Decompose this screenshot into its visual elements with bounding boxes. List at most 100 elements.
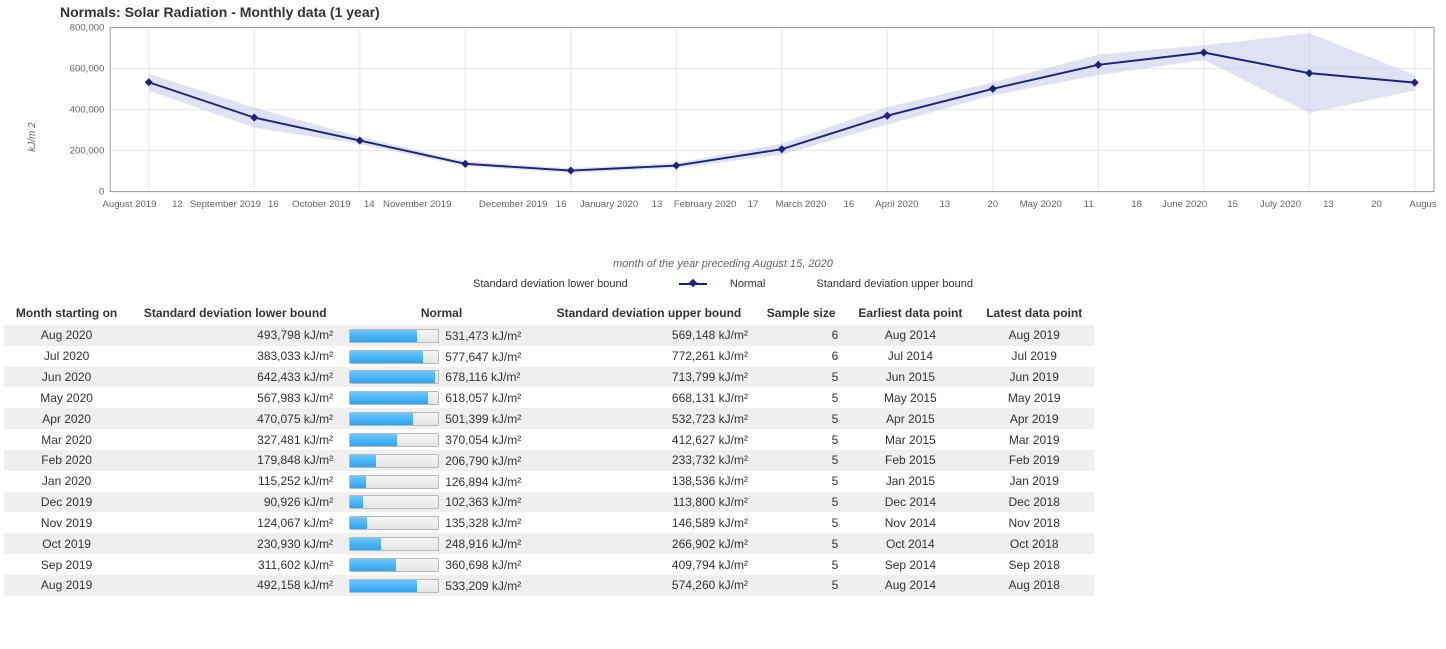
col-latest: Latest data point [974, 302, 1094, 325]
cell-earliest: Aug 2014 [846, 325, 974, 346]
cell-earliest: Feb 2015 [846, 450, 974, 471]
cell-latest: Jan 2019 [974, 471, 1094, 492]
cell-normal: 531,473 kJ/m² [341, 325, 542, 346]
svg-text:13: 13 [652, 199, 663, 210]
svg-text:800,000: 800,000 [70, 22, 105, 33]
cell-normal: 102,363 kJ/m² [341, 492, 542, 513]
normal-value-label: 678,116 kJ/m² [445, 370, 520, 384]
cell-latest: Apr 2019 [974, 408, 1094, 429]
svg-text:15: 15 [1227, 199, 1238, 210]
col-month: Month starting on [4, 302, 129, 325]
table-row: Aug 2020493,798 kJ/m²531,473 kJ/m²569,14… [4, 325, 1094, 346]
normal-bar [349, 433, 439, 447]
cell-sample-size: 5 [756, 429, 846, 450]
col-earliest: Earliest data point [846, 302, 974, 325]
cell-month: May 2020 [4, 387, 129, 408]
cell-lower: 124,067 kJ/m² [129, 512, 341, 533]
normal-value-label: 618,057 kJ/m² [445, 391, 521, 405]
col-sample: Sample size [756, 302, 846, 325]
table-row: Aug 2019492,158 kJ/m² 533,209 kJ/m² 574,26… [4, 575, 1094, 596]
normal-bar [349, 412, 439, 426]
cell-lower: 383,033 kJ/m² [129, 346, 341, 367]
cell-lower: 493,798 kJ/m² [129, 325, 341, 346]
cell-month: Nov 2019 [4, 512, 129, 533]
svg-text:16: 16 [268, 199, 279, 210]
table-row: Apr 2020470,075 kJ/m²501,399 kJ/m²532,72… [4, 408, 1094, 429]
table-row: May 2020567,983 kJ/m²618,057 kJ/m²668,13… [4, 387, 1094, 408]
cell-upper: 233,732 kJ/m² [542, 450, 756, 471]
normal-bar [349, 350, 439, 364]
cell-normal: 135,328 kJ/m² [341, 512, 542, 533]
cell-upper: 574,260 kJ/m² [542, 575, 756, 596]
normal-value-label: 501,399 kJ/m² [445, 412, 521, 426]
normal-value-label: 102,363 kJ/m² [445, 495, 521, 509]
cell-sample-size: 5 [756, 367, 846, 388]
cell-earliest: May 2015 [846, 387, 974, 408]
svg-text:0: 0 [99, 186, 104, 197]
svg-text:August 2019: August 2019 [102, 199, 156, 210]
cell-normal: 618,057 kJ/m² [341, 387, 542, 408]
cell-sample-size: 5 [756, 387, 846, 408]
cell-lower: 327,481 kJ/m² [129, 429, 341, 450]
normal-value-label: 206,790 kJ/m² [445, 454, 521, 468]
cell-lower: 90,926 kJ/m² [129, 492, 341, 513]
legend-normal: Normal [663, 278, 785, 290]
svg-text:March 2020: March 2020 [776, 199, 827, 210]
svg-text:July 2020: July 2020 [1260, 199, 1301, 210]
normal-bar [349, 329, 439, 343]
normal-bar [349, 558, 439, 572]
svg-text:18: 18 [1131, 199, 1142, 210]
svg-text:September 2019: September 2019 [190, 199, 261, 210]
cell-latest: Aug 2019 [974, 325, 1094, 346]
cell-latest: Mar 2019 [974, 429, 1094, 450]
svg-text:600,000: 600,000 [70, 63, 105, 74]
table-row: Oct 2019230,930 kJ/m²248,916 kJ/m²266,90… [4, 533, 1094, 554]
cell-upper: 772,261 kJ/m² [542, 346, 756, 367]
cell-earliest: Jan 2015 [846, 471, 974, 492]
col-upper: Standard deviation upper bound [542, 302, 756, 325]
table-header-row: Month starting on Standard deviation low… [4, 302, 1094, 325]
cell-sample-size: 6 [756, 325, 846, 346]
cell-normal: 501,399 kJ/m² [341, 408, 542, 429]
cell-sample-size: 5 [756, 492, 846, 513]
cell-lower: 179,848 kJ/m² [129, 450, 341, 471]
table-row: Sep 2019311,602 kJ/m²360,698 kJ/m²409,79… [4, 554, 1094, 575]
cell-normal: 126,894 kJ/m² [341, 471, 542, 492]
cell-lower: 642,433 kJ/m² [129, 367, 341, 388]
cell-upper: 266,902 kJ/m² [542, 533, 756, 554]
cell-lower: 492,158 kJ/m² [129, 575, 341, 596]
svg-text:May 2020: May 2020 [1020, 199, 1062, 210]
cell-upper: 713,799 kJ/m² [542, 367, 756, 388]
cell-normal: 206,790 kJ/m² [341, 450, 542, 471]
svg-text:16: 16 [844, 199, 855, 210]
cell-normal: 370,054 kJ/m² [341, 429, 542, 450]
cell-upper: 412,627 kJ/m² [542, 429, 756, 450]
cell-upper: 409,794 kJ/m² [542, 554, 756, 575]
cell-month: Aug 2019 [4, 575, 129, 596]
cell-lower: 470,075 kJ/m² [129, 408, 341, 429]
svg-text:20: 20 [1371, 199, 1382, 210]
cell-normal: 533,209 kJ/m² [341, 575, 542, 596]
cell-upper: 146,589 kJ/m² [542, 512, 756, 533]
normal-value-label: 360,698 kJ/m² [445, 558, 521, 572]
table-row: Dec 201990,926 kJ/m²102,363 kJ/m²113,800… [4, 492, 1094, 513]
solar-radiation-chart: Normals: Solar Radiation - Monthly data … [0, 0, 1446, 302]
table-row: Jul 2020383,033 kJ/m²577,647 kJ/m²772,26… [4, 346, 1094, 367]
cell-latest: Aug 2018 [974, 575, 1094, 596]
normal-value-label: 533,209 kJ/m² [445, 579, 521, 593]
normal-bar [349, 495, 439, 509]
normal-bar [349, 391, 439, 405]
cell-earliest: Apr 2015 [846, 408, 974, 429]
cell-upper: 113,800 kJ/m² [542, 492, 756, 513]
cell-month: Jan 2020 [4, 471, 129, 492]
cell-sample-size: 5 [756, 512, 846, 533]
svg-text:17: 17 [748, 199, 759, 210]
cell-normal: 248,916 kJ/m² [341, 533, 542, 554]
cell-month: Apr 2020 [4, 408, 129, 429]
normal-bar [349, 370, 439, 384]
cell-earliest: Nov 2014 [846, 512, 974, 533]
cell-sample-size: 5 [756, 533, 846, 554]
svg-text:June 2020: June 2020 [1162, 199, 1207, 210]
cell-month: Mar 2020 [4, 429, 129, 450]
chart-title: Normals: Solar Radiation - Monthly data … [0, 0, 1446, 22]
